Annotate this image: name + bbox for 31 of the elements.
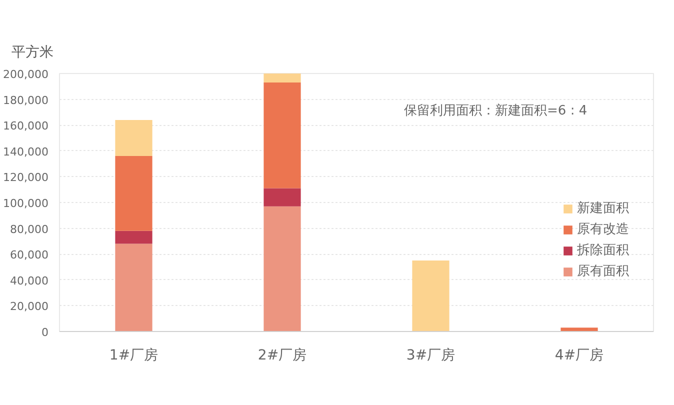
bar	[115, 230, 152, 244]
legend-label: 原有改造	[577, 221, 629, 238]
bar	[412, 260, 450, 332]
y-tick-label: 160,000	[3, 120, 49, 133]
bar	[115, 244, 152, 332]
y-tick-label: 100,000	[3, 197, 49, 210]
y-tick-label: 80,000	[10, 222, 49, 236]
y-tick-label: 20,000	[10, 300, 49, 314]
y-tick-label: 200,000	[3, 68, 49, 81]
bar	[264, 206, 301, 332]
bar	[264, 74, 301, 83]
bar	[560, 328, 598, 332]
y-tick-label: 40,000	[10, 274, 49, 288]
bar	[115, 156, 152, 231]
y-tick-label: 120,000	[3, 171, 49, 184]
y-tick-label: 140,000	[3, 145, 49, 158]
y-tick-label: 180,000	[3, 94, 49, 107]
annotation: 保留利用面积：新建面积=6 : 4	[404, 103, 588, 118]
x-tick-label: 4#厂房	[554, 348, 604, 364]
y-tick-label: 60,000	[10, 248, 49, 262]
legend-label: 原有面积	[577, 263, 629, 280]
legend-label: 拆除面积	[577, 242, 629, 259]
y-tick-label: 0	[42, 326, 48, 339]
x-tick-label: 2#厂房	[258, 348, 307, 364]
bar	[264, 188, 301, 206]
bar	[115, 120, 152, 156]
y-axis-title: 平方米	[12, 44, 54, 60]
x-tick-label: 1#厂房	[109, 348, 158, 364]
bar	[264, 82, 301, 188]
x-tick-label: 3#厂房	[406, 348, 456, 364]
legend-label: 新建面积	[577, 200, 629, 217]
